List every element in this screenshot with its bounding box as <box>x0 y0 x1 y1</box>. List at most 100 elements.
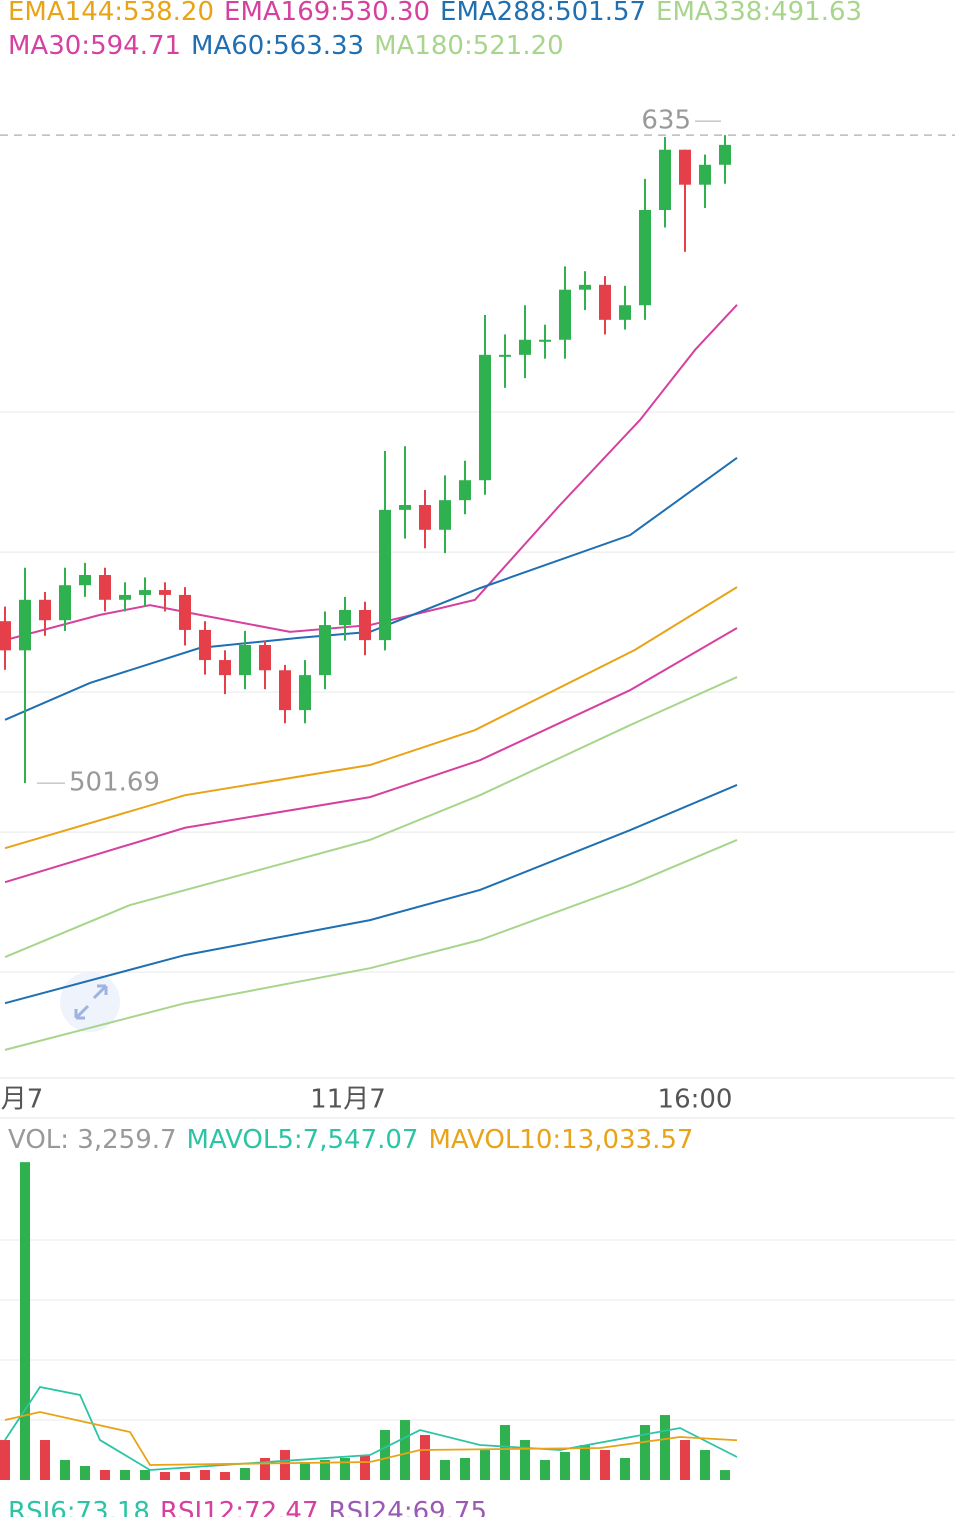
volume-bar <box>140 1470 150 1480</box>
candle-body <box>439 500 451 530</box>
candle-body <box>239 644 251 676</box>
line <box>4 457 738 721</box>
candle-body <box>379 509 391 641</box>
candle-body <box>159 590 171 595</box>
volume-bar <box>80 1466 90 1480</box>
legend-item: MA30:594.71 <box>8 31 181 61</box>
line <box>4 304 738 642</box>
volume-bar <box>720 1470 730 1480</box>
legend-item: RSI6:73.18 <box>8 1497 150 1517</box>
candle-body <box>219 660 231 676</box>
line <box>4 1386 738 1471</box>
volume-bar <box>240 1467 250 1480</box>
volume-bar <box>480 1450 490 1480</box>
max-label: 635 <box>641 106 691 136</box>
candle-body <box>519 339 531 355</box>
candle-body <box>99 575 111 600</box>
candle-body <box>79 575 91 586</box>
candle-body <box>559 289 571 340</box>
rsi-legend: RSI6:73.18 RSI12:72.47 RSI24:69.75 <box>8 1497 487 1517</box>
line <box>4 1411 738 1466</box>
volume-legend: VOL: 3,259.7 MAVOL5:7,547.07 MAVOL10:13,03… <box>8 1125 693 1155</box>
candle-body <box>259 644 271 671</box>
line <box>4 784 738 1005</box>
volume-bar <box>700 1450 710 1480</box>
volume-bar <box>180 1472 190 1480</box>
legend-item: MAVOL5:7,547.07 <box>187 1125 419 1155</box>
legend: MA30:594.71 MA60:563.33 MA180:521.20 <box>8 31 564 61</box>
volume-bar <box>600 1450 610 1480</box>
candle-body <box>719 144 731 165</box>
line <box>4 676 738 958</box>
legend-item: MAVOL10:13,033.57 <box>428 1125 693 1155</box>
candle-body <box>0 621 11 651</box>
volume-bar <box>340 1457 350 1480</box>
volume-bar <box>60 1460 70 1480</box>
volume-bar <box>300 1462 310 1480</box>
legend: EMA144:538.20 EMA169:530.30 EMA288:501.57 E… <box>8 0 862 27</box>
volume-bar <box>500 1425 510 1480</box>
candle-body <box>19 599 31 651</box>
volume-bar <box>160 1472 170 1480</box>
volume-bar <box>620 1457 630 1480</box>
volume-bar <box>640 1425 650 1480</box>
candle-body <box>699 164 711 185</box>
volume-bar <box>660 1415 670 1480</box>
candle-body <box>639 209 651 306</box>
candle-body <box>59 585 71 621</box>
volume-bar <box>440 1460 450 1480</box>
legend-item: EMA338:491.63 <box>656 0 862 27</box>
candle-body <box>119 594 131 600</box>
volume-bar <box>560 1452 570 1480</box>
volume-bar <box>120 1470 130 1480</box>
volume-bar <box>360 1455 370 1480</box>
legend-item: EMA169:530.30 <box>224 0 430 27</box>
legend-item: EMA144:538.20 <box>8 0 214 27</box>
legend-item: MA180:521.20 <box>374 31 564 61</box>
volume-bar <box>580 1445 590 1480</box>
line <box>4 586 738 850</box>
x-tick-label: 月7 <box>1 1085 44 1115</box>
candle-body <box>279 670 291 711</box>
candle-body <box>659 149 671 210</box>
candle-body <box>359 609 371 641</box>
candle-body <box>339 609 351 626</box>
candle-body <box>199 629 211 661</box>
candle-body <box>39 599 51 621</box>
volume-bar <box>380 1430 390 1480</box>
candle-body <box>459 480 471 501</box>
candle-body <box>139 590 151 595</box>
min-label: 501.69 <box>69 768 160 798</box>
candle-body <box>299 675 311 711</box>
candle-body <box>579 284 591 290</box>
line <box>4 838 738 1051</box>
volume-bar <box>520 1440 530 1480</box>
candle-body <box>179 594 191 630</box>
expand-icon[interactable] <box>60 972 120 1032</box>
x-tick-label: 11月7 <box>310 1085 386 1115</box>
volume-bar <box>460 1457 470 1480</box>
candle-body <box>499 354 511 357</box>
volume-bar <box>420 1435 430 1480</box>
candle-body <box>319 625 331 676</box>
candle-body <box>419 505 431 530</box>
candle-body <box>619 305 631 320</box>
volume-bar <box>20 1162 30 1480</box>
legend-item: RSI24:69.75 <box>329 1497 488 1517</box>
candle-body <box>539 339 551 342</box>
x-tick-label: 16:00 <box>658 1085 733 1115</box>
line <box>4 627 738 884</box>
volume-bar <box>540 1460 550 1480</box>
volume-bar <box>40 1440 50 1480</box>
legend-item: EMA288:501.57 <box>440 0 646 27</box>
candle-body <box>599 284 611 320</box>
legend-item: RSI12:72.47 <box>160 1497 319 1517</box>
legend-item: MA60:563.33 <box>191 31 364 61</box>
volume-bar <box>260 1457 270 1480</box>
legend-item: VOL: 3,259.7 <box>8 1125 177 1155</box>
volume-bar <box>680 1440 690 1480</box>
volume-bar <box>220 1472 230 1480</box>
volume-bar <box>280 1450 290 1480</box>
candle-body <box>679 149 691 185</box>
